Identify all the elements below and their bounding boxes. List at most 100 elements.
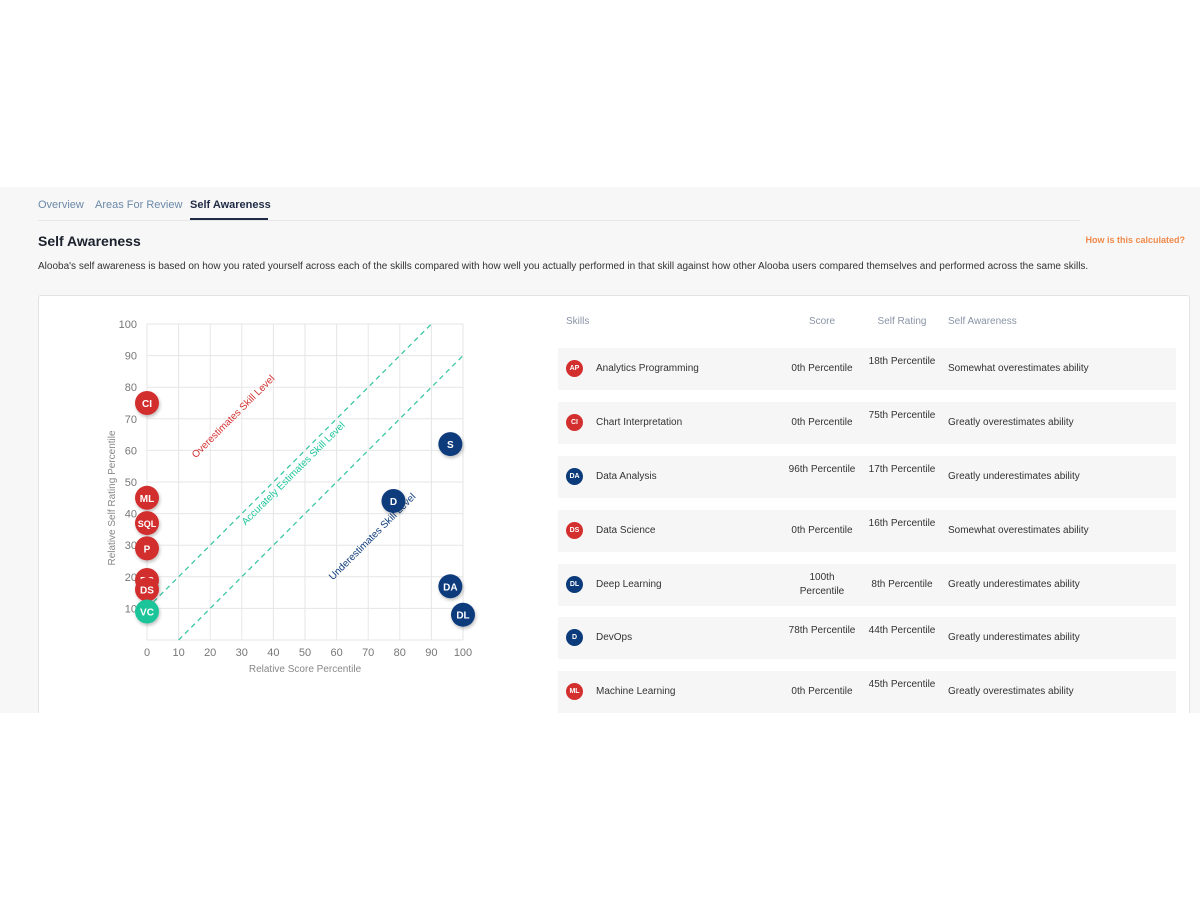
skill-self-rating: 8th Percentile — [871, 579, 933, 590]
skill-score: 0th Percentile — [791, 363, 853, 374]
section-description: Alooba's self awareness is based on how … — [38, 261, 1089, 272]
data-point — [438, 432, 463, 457]
self-awareness-scatter-chart: 0 10 20 30 40 50 60 70 80 90 100 10 20 30 40 50 60 70 80 90… — [107, 319, 475, 675]
y-tick-label: 10 — [125, 603, 137, 615]
skill-self-awareness: Greatly underestimates ability — [948, 632, 1080, 643]
self-awareness-panel: Overview Areas For Review Self Awareness… — [0, 187, 1200, 713]
data-point-label: CI — [142, 399, 152, 410]
data-point — [135, 599, 159, 624]
skill-self-rating: 45th Percentile — [868, 679, 936, 690]
y-tick-label: 100 — [119, 319, 137, 331]
y-tick-label: 40 — [125, 509, 137, 521]
skill-score: 100th Percentile — [799, 572, 845, 597]
skill-score: 78th Percentile — [788, 625, 856, 636]
active-tab-indicator — [190, 218, 268, 220]
header-self-awareness: Self Awareness — [948, 316, 1017, 327]
skill-badge: DS — [566, 522, 583, 539]
data-point — [451, 602, 475, 627]
x-tick-label: 50 — [299, 647, 311, 659]
skill-self-awareness: Somewhat overestimates ability — [948, 525, 1089, 536]
skill-self-awareness: Greatly overestimates ability — [948, 417, 1074, 428]
skill-self-awareness: Greatly overestimates ability — [948, 686, 1074, 697]
x-tick-label: 20 — [204, 647, 216, 659]
skill-name: Analytics Programming — [596, 363, 699, 374]
skill-score: 0th Percentile — [791, 525, 853, 536]
x-tick-label: 60 — [330, 647, 342, 659]
skill-name: DevOps — [596, 632, 633, 643]
skill-self-awareness: Greatly underestimates ability — [948, 579, 1080, 590]
data-point — [135, 485, 159, 510]
skill-badge: DL — [566, 576, 583, 593]
x-tick-label: 80 — [394, 647, 406, 659]
skill-name: Machine Learning — [596, 686, 676, 697]
y-tick-label: 60 — [125, 445, 137, 457]
data-point-label: SQL — [138, 519, 157, 529]
y-tick-label: 90 — [125, 351, 137, 363]
header-score: Score — [808, 316, 836, 327]
skill-self-awareness: Somewhat overestimates ability — [948, 363, 1089, 374]
skill-name: Data Science — [596, 525, 656, 536]
data-point — [135, 577, 159, 602]
data-point-label: DL — [456, 611, 469, 622]
skill-badge: ML — [566, 683, 583, 700]
x-tick-label: 40 — [267, 647, 279, 659]
data-point — [135, 536, 159, 561]
data-point — [135, 391, 159, 415]
skill-badge: AP — [566, 360, 583, 377]
self-awareness-card: 0 10 20 30 40 50 60 70 80 90 100 10 20 30 40 50 60 70 80 90… — [38, 295, 1190, 713]
tab-self-awareness[interactable]: Self Awareness — [190, 199, 271, 211]
skill-self-rating: 44th Percentile — [868, 625, 936, 636]
section-title: Self Awareness — [38, 233, 141, 249]
how-calculated-link[interactable]: How is this calculated? — [1085, 235, 1185, 245]
skill-score: 0th Percentile — [791, 417, 853, 428]
tab-bar: Overview Areas For Review Self Awareness — [38, 187, 1080, 221]
x-tick-label: 90 — [425, 647, 437, 659]
data-point — [438, 574, 463, 599]
tab-overview[interactable]: Overview — [38, 199, 84, 211]
skill-name: Data Analysis — [596, 471, 657, 482]
tab-areas-for-review[interactable]: Areas For Review — [95, 199, 183, 211]
y-axis-label: Relative Self Rating Percentile — [107, 430, 118, 566]
x-tick-label: 10 — [172, 647, 184, 659]
table-row: AP Analytics Programming 0th Percentile 18t… — [558, 348, 1176, 390]
table-row: CI Chart Interpretation 0th Percentile 75th… — [558, 402, 1176, 444]
y-tick-label: 70 — [125, 414, 137, 426]
data-point-label: VC — [140, 608, 154, 619]
data-point — [381, 488, 406, 513]
skill-self-rating: 17th Percentile — [868, 464, 936, 475]
skill-self-rating: 75th Percentile — [868, 410, 936, 421]
skill-badge: D — [566, 629, 583, 646]
skill-self-awareness: Greatly underestimates ability — [948, 471, 1080, 482]
data-point-label: S — [447, 440, 454, 451]
x-axis-label: Relative Score Percentile — [249, 664, 362, 675]
chart-annotation: Accurately Estimates Skill Level — [240, 420, 348, 528]
skill-badge: DA — [566, 468, 583, 485]
skill-self-rating: 16th Percentile — [868, 518, 936, 529]
y-tick-label: 50 — [125, 477, 137, 489]
y-tick-label: 30 — [125, 540, 137, 552]
table-row: ML Machine Learning 0th Percentile 45th Per… — [558, 671, 1176, 713]
table-row: DA Data Analysis 96th Percentile 17th Perce… — [558, 456, 1176, 498]
table-row: DL Deep Learning 100th Percentile 8th Perce… — [558, 564, 1176, 606]
table-header: Skills Score Self Rating Self Awareness — [558, 316, 1196, 330]
skill-name: Deep Learning — [596, 579, 662, 590]
x-tick-label: 30 — [236, 647, 248, 659]
header-self-rating: Self Rating — [877, 316, 927, 327]
reference-line — [178, 355, 464, 641]
table-row: DS Data Science 0th Percentile 16th Percent… — [558, 510, 1176, 552]
data-point-label: D — [390, 497, 397, 508]
data-point-label: ML — [140, 494, 154, 505]
skill-self-rating: 18th Percentile — [868, 356, 936, 367]
chart-annotation: Overestimates Skill Level — [190, 373, 277, 460]
skill-badge: CI — [566, 414, 583, 431]
data-point-label: DS — [140, 585, 154, 596]
x-tick-label: 70 — [362, 647, 374, 659]
header-skills: Skills — [566, 316, 590, 327]
y-tick-label: 80 — [125, 382, 137, 394]
y-tick-label: 20 — [125, 572, 137, 584]
x-tick-label: 0 — [144, 647, 150, 659]
skill-name: Chart Interpretation — [596, 417, 683, 428]
x-tick-label: 100 — [454, 647, 472, 659]
data-point-label: DA — [443, 582, 457, 593]
data-point-label: P — [144, 544, 151, 555]
